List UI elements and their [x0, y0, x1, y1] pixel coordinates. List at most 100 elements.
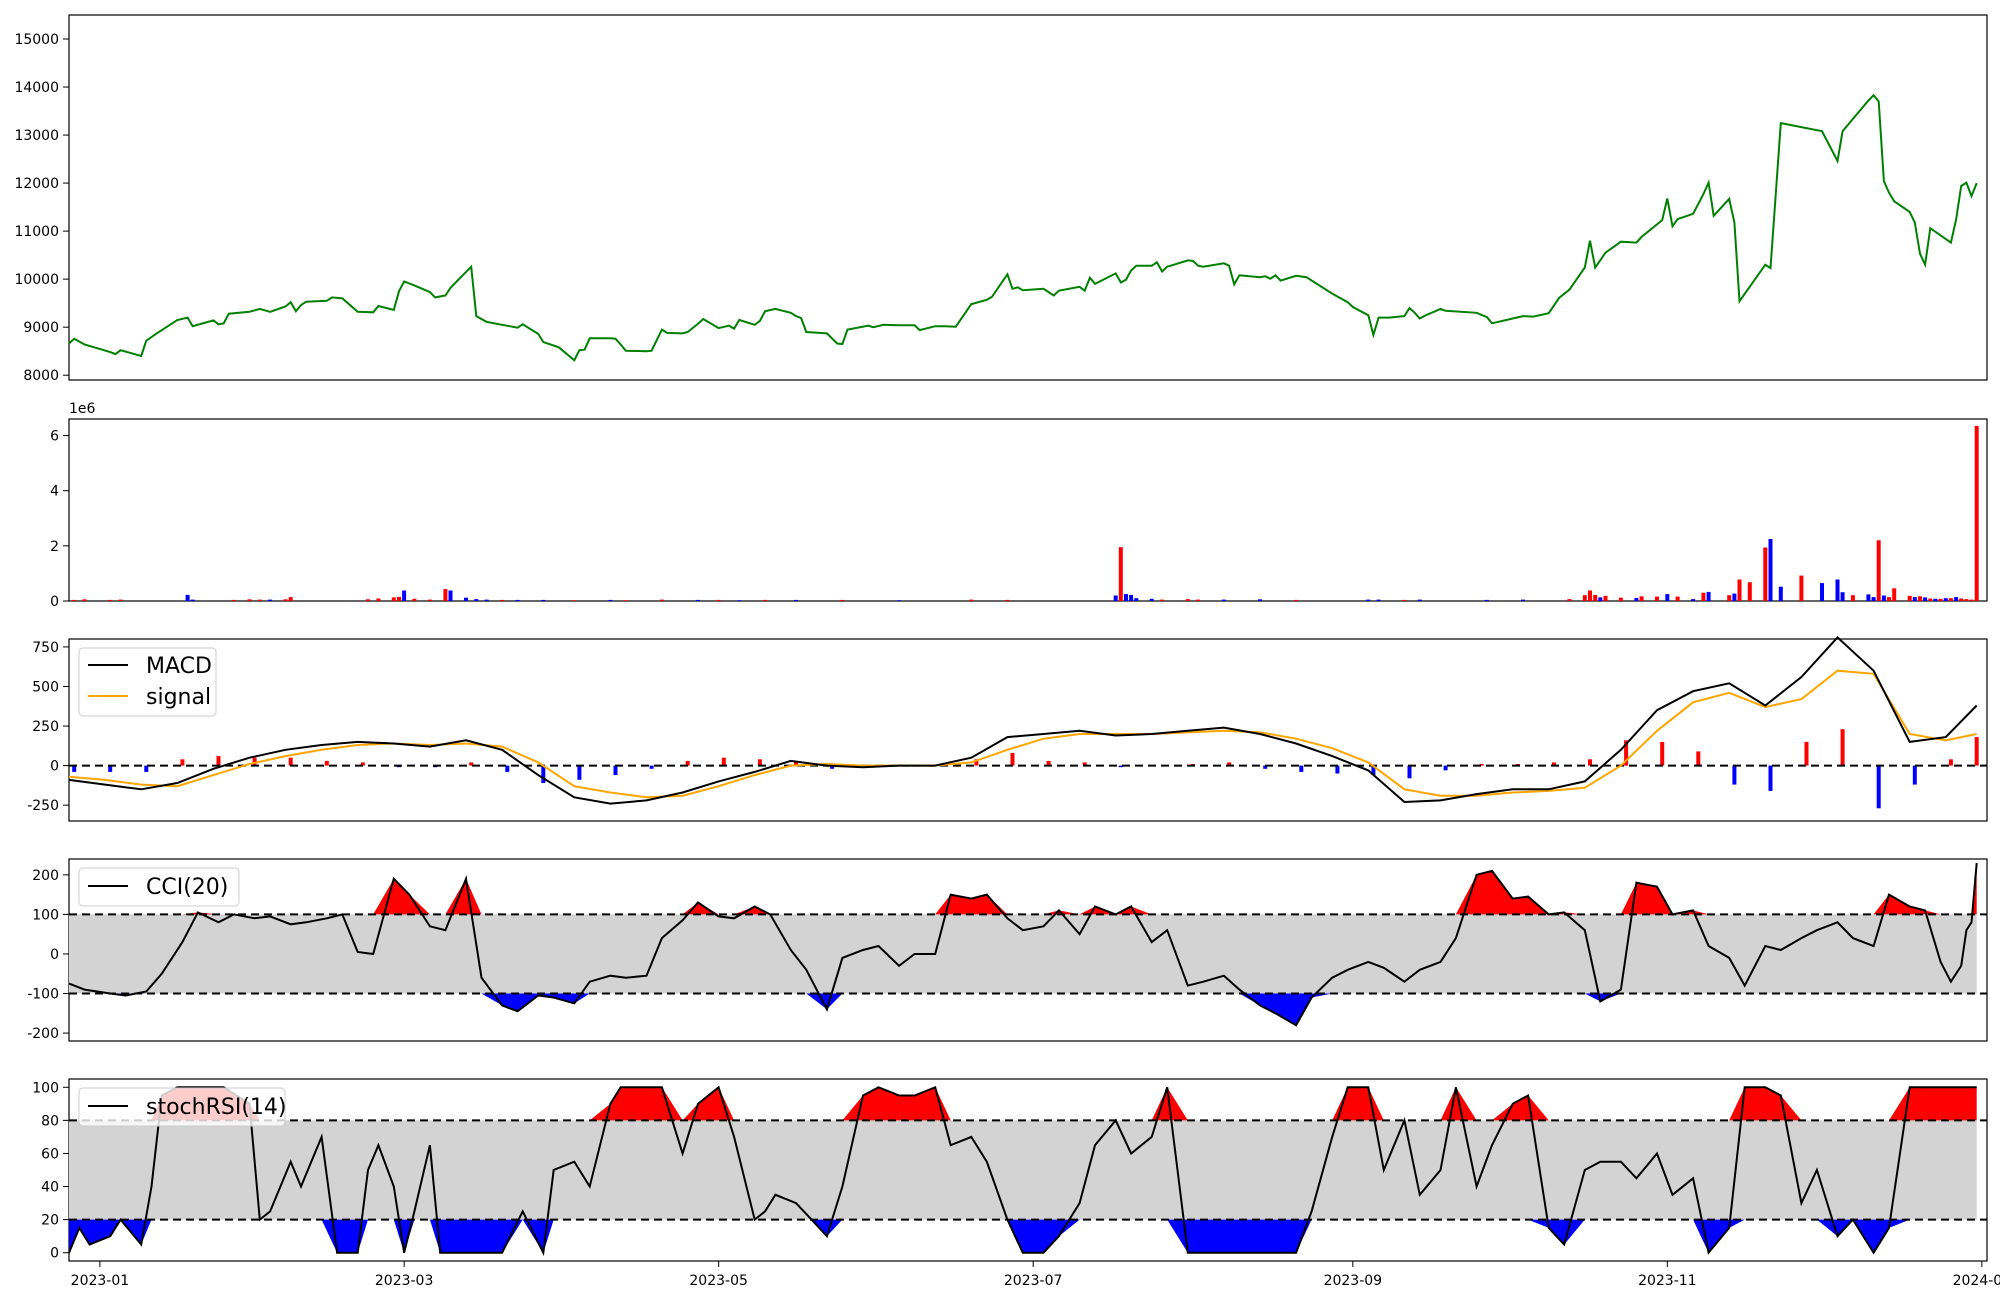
volume-bar — [1221, 599, 1226, 601]
y-tick-label: -200 — [27, 1026, 59, 1042]
macd-histogram-bar — [180, 759, 185, 766]
volume-bar — [1665, 594, 1670, 601]
volume-bar — [696, 599, 700, 601]
stochrsi-legend-label: stochRSI(14) — [146, 1095, 287, 1120]
macd-histogram-bar — [1588, 759, 1592, 766]
macd-histogram-bar — [1804, 741, 1809, 766]
macd-histogram-bar — [1876, 765, 1881, 809]
volume-bar — [190, 599, 195, 601]
volume-bar — [1912, 597, 1917, 601]
volume-bar — [623, 600, 628, 601]
macd-histogram-bar — [1082, 762, 1087, 766]
stoch-band-fill — [69, 1120, 1977, 1220]
volume-bar — [108, 599, 113, 601]
volume-bar — [1763, 547, 1768, 601]
volume-bar — [1840, 592, 1845, 601]
macd-histogram-bar — [1371, 765, 1376, 776]
volume-bar — [1768, 539, 1773, 601]
shared-x-axis: 2023-01 2023-03 2023-05 2023-07 2023-09 2023-… — [71, 1261, 2000, 1289]
macd-histogram-bar — [505, 765, 510, 772]
volume-offset-label: 1e6 — [69, 401, 96, 417]
stochrsi-legend: stochRSI(14) — [78, 1087, 287, 1127]
volume-bar — [1366, 599, 1371, 601]
volume-bar — [1938, 598, 1943, 601]
volume-bar — [427, 599, 432, 601]
volume-bar — [659, 599, 664, 601]
volume-bar — [1655, 596, 1659, 601]
macd-histogram-bar — [1443, 765, 1448, 771]
volume-bar — [1701, 592, 1706, 601]
volume-bar — [376, 598, 381, 601]
volume-bar — [1376, 599, 1381, 601]
y-tick-label: 20 — [41, 1213, 59, 1229]
volume-bar — [1974, 425, 1979, 601]
volume-bar — [969, 599, 974, 601]
stochrsi-panel: 0 20 40 60 80 100 stochRSI(14) 2023-01 2023-03… — [32, 1078, 2000, 1289]
volume-bar — [72, 599, 77, 601]
volume-bar — [1118, 547, 1123, 601]
volume-bar — [1948, 598, 1953, 601]
cci-line — [68, 862, 1978, 1027]
volume-bar — [366, 599, 370, 601]
volume-bar — [897, 600, 902, 601]
y-tick-label: 100 — [32, 1080, 59, 1096]
macd-histogram-bar — [613, 765, 618, 776]
volume-bar — [1747, 582, 1752, 601]
cci-legend: CCI(20) — [78, 867, 240, 907]
volume-bar — [474, 599, 479, 601]
macd-histogram-bar — [252, 757, 257, 766]
y-tick-label: 15000 — [14, 32, 59, 48]
y-tick-label: 200 — [32, 868, 59, 884]
volume-bar — [1727, 595, 1732, 601]
volume-bar — [412, 598, 417, 601]
macd-histogram-bar — [1407, 765, 1412, 779]
volume-bar — [288, 597, 293, 601]
macd-histogram-bar — [360, 762, 365, 766]
volume-panel: 1e6 0 2 4 6 — [50, 401, 1988, 610]
cci-band-fill — [69, 914, 1977, 994]
x-tick-label: 2023-07 — [1004, 1273, 1063, 1289]
cci-fills — [69, 863, 1977, 1026]
volume-bar — [283, 599, 288, 601]
macd-legend-label: MACD — [146, 654, 212, 679]
macd-histogram-bar — [1948, 759, 1953, 766]
y-tick-label: 14000 — [14, 80, 59, 96]
volume-bar — [794, 599, 798, 601]
volume-bar — [1732, 593, 1737, 601]
volume-bar — [1417, 599, 1422, 601]
volume-bar — [1402, 599, 1407, 601]
volume-panel-frame — [68, 418, 1988, 602]
price-y-axis: 8000 9000 10000 11000 12000 13000 14000 15000 — [14, 32, 69, 384]
volume-bar — [1129, 594, 1134, 601]
y-tick-label: 0 — [50, 947, 59, 963]
y-tick-label: 0 — [50, 759, 59, 775]
y-tick-label: 0 — [50, 594, 59, 610]
macd-histogram-bar — [1912, 765, 1917, 785]
volume-bar — [464, 597, 468, 601]
macd-y-axis: -250 0 250 500 750 — [27, 640, 69, 814]
macd-panel: -250 0 250 500 750 MACD signal — [27, 635, 1988, 822]
volume-bar — [1866, 594, 1871, 601]
volume-bar — [1005, 599, 1010, 601]
x-tick-label: 2023-01 — [71, 1273, 130, 1289]
price-line — [68, 93, 1978, 362]
volume-bar — [1149, 598, 1154, 601]
volume-bar — [1706, 591, 1711, 601]
macd-histogram-bar — [288, 757, 293, 766]
macd-histogram-bar — [1974, 737, 1979, 766]
cci-legend-box — [78, 867, 240, 907]
volume-bar — [443, 589, 448, 601]
volume-bar — [1959, 598, 1964, 601]
volume-bar — [572, 600, 577, 601]
volume-bar — [737, 600, 742, 601]
stochrsi-line — [68, 1085, 1977, 1257]
macd-histogram-bar — [974, 759, 979, 766]
macd-histogram-bar — [216, 756, 221, 766]
volume-bar — [1618, 597, 1623, 601]
volume-bar — [1907, 595, 1912, 601]
y-tick-label: 250 — [32, 719, 59, 735]
volume-bar — [1892, 588, 1897, 601]
volume-bar — [1691, 599, 1696, 601]
volume-bar — [1799, 575, 1804, 601]
volume-bar — [82, 599, 87, 601]
